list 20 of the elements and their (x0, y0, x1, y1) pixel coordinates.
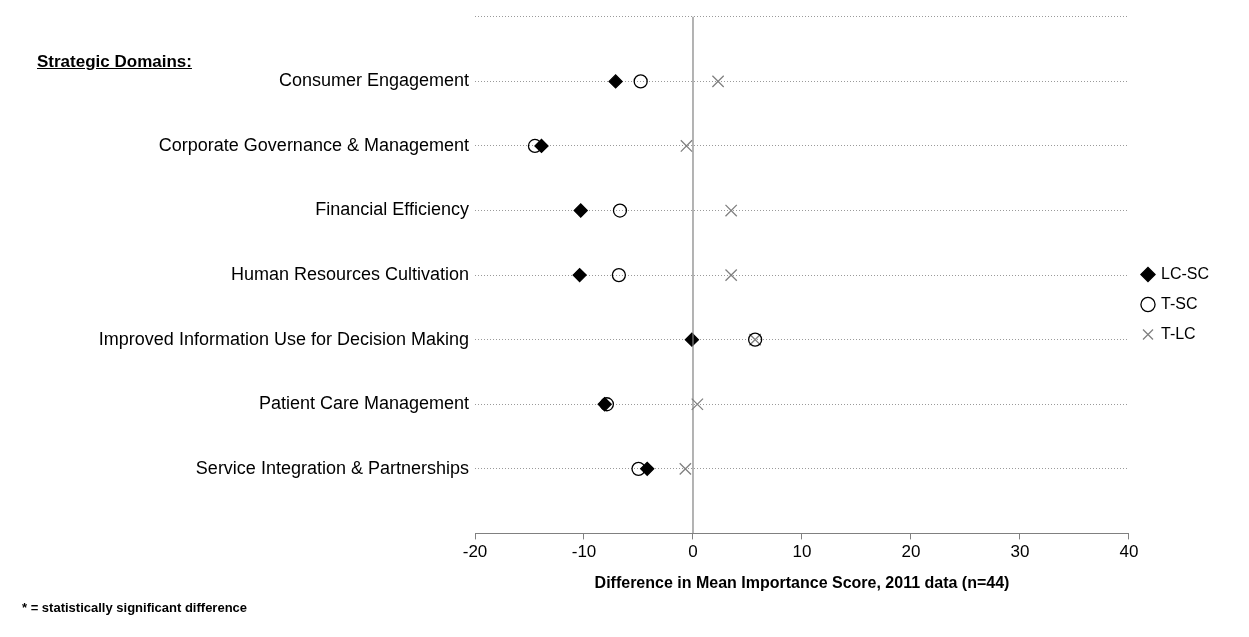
x-tick-label: -10 (571, 542, 597, 562)
x-tick-label: -20 (462, 542, 488, 562)
x-tick-label: 10 (792, 542, 812, 562)
legend-label: T-LC (1160, 324, 1196, 342)
y-tick-label: Consumer Engagement (278, 70, 469, 91)
y-tick-label: Corporate Governance & Management (158, 134, 469, 155)
y-tick-label: Patient Care Management (258, 393, 469, 414)
y-tick-label: Human Resources Cultivation (230, 264, 469, 285)
x-axis-title: Difference in Mean Importance Score, 2011 data (n=44) (594, 573, 1010, 591)
x-tick-label: 30 (1010, 542, 1030, 562)
text: * = statistically significant difference (22, 600, 248, 615)
y-tick-label: Service Integration & Partnerships (195, 457, 469, 478)
x-tick-label: 0 (688, 542, 698, 562)
x-tick-label: 20 (901, 542, 921, 562)
legend-label: LC-SC (1160, 264, 1210, 282)
y-tick-label: Financial Efficiency (315, 199, 469, 220)
legend-label: T-SC (1160, 294, 1198, 312)
y-axis-title: Strategic Domains: (37, 52, 192, 72)
y-tick-label: Improved Information Use for Decision Making (98, 328, 469, 349)
x-tick-label: 40 (1119, 542, 1139, 562)
